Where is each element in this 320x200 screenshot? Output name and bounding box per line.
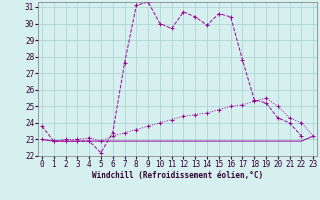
X-axis label: Windchill (Refroidissement éolien,°C): Windchill (Refroidissement éolien,°C) bbox=[92, 171, 263, 180]
